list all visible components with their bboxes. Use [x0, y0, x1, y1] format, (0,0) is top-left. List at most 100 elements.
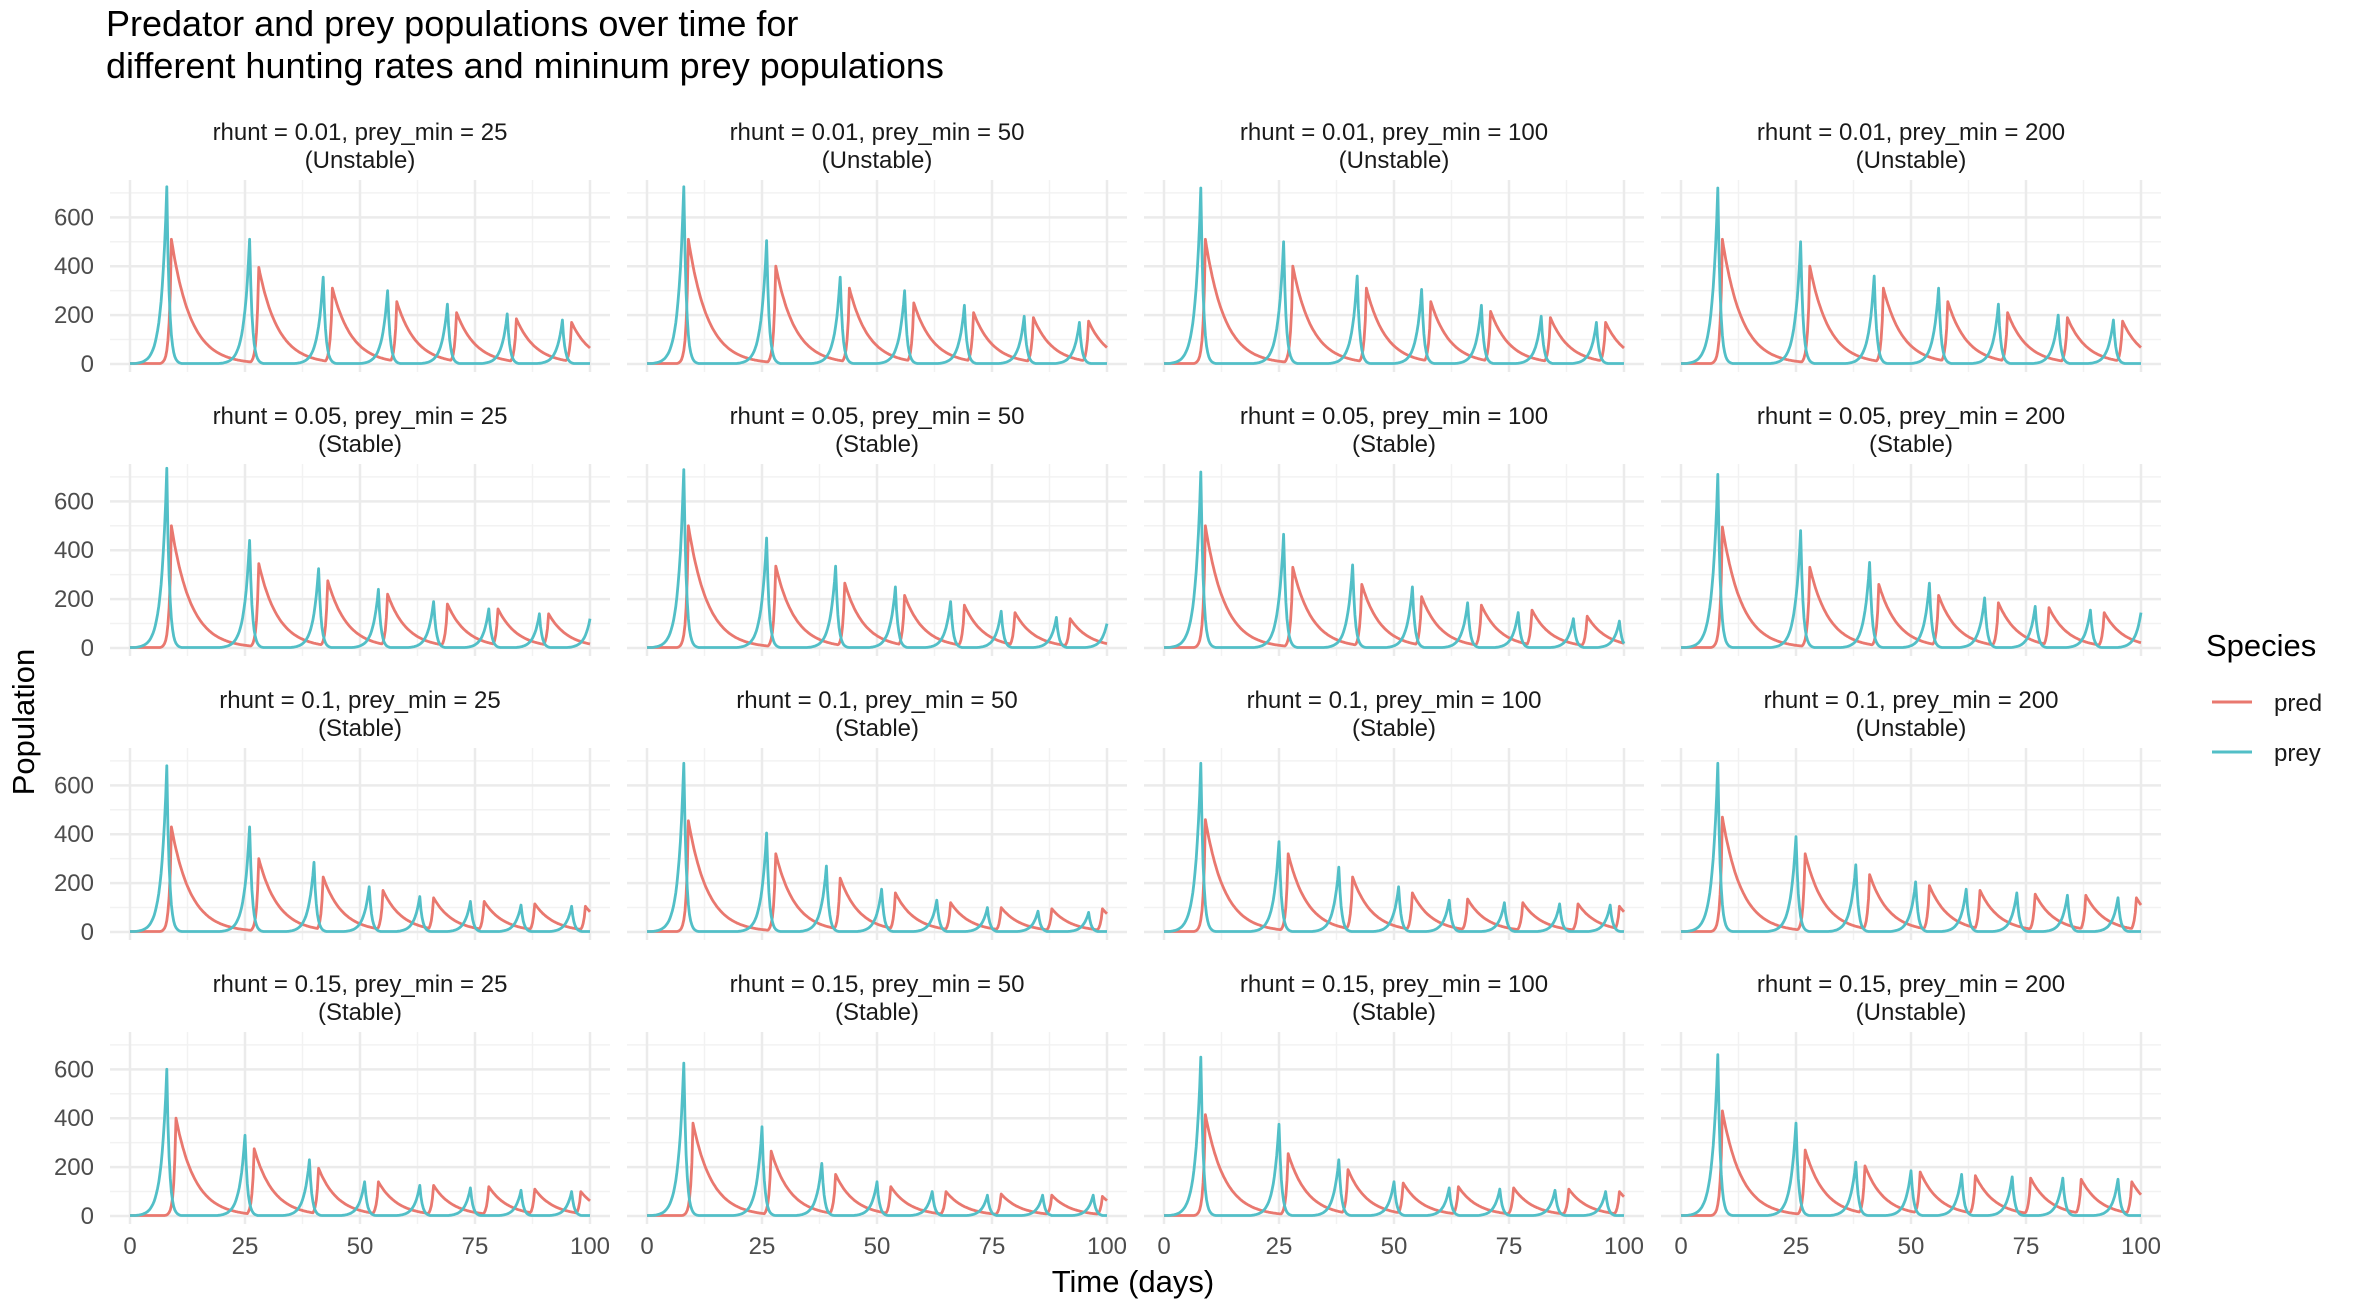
x-tick-label: 25 [1266, 1233, 1293, 1260]
pred-series-line [1163, 237, 1625, 365]
facet-strip-status: (Unstable) [1856, 715, 1967, 742]
prey-series-line [129, 466, 592, 649]
facet-strip-status: (Stable) [835, 715, 919, 742]
y-tick-label: 200 [54, 1154, 94, 1181]
chart-title-line-2: different hunting rates and mininum prey… [106, 45, 944, 86]
facet-panel: rhunt = 0.05, prey_min = 200(Stable) [1661, 403, 2161, 656]
facet-strip-label: rhunt = 0.05, prey_min = 25 [213, 403, 508, 430]
facet-strip-status: (Unstable) [1856, 147, 1967, 174]
y-tick-label: 0 [81, 351, 94, 378]
facet-strip-label: rhunt = 0.01, prey_min = 50 [730, 119, 1025, 146]
y-tick-label: 400 [54, 253, 94, 280]
facet-panel: rhunt = 0.1, prey_min = 100(Stable) [1144, 687, 1644, 940]
facet-panel: rhunt = 0.1, prey_min = 25(Stable) 0 200 40… [54, 687, 610, 946]
facet-strip-status: (Stable) [1352, 431, 1436, 458]
facet-strip-label: rhunt = 0.05, prey_min = 200 [1757, 403, 2065, 430]
facet-strip-label: rhunt = 0.1, prey_min = 25 [219, 687, 501, 714]
pred-series-line [129, 524, 591, 649]
y-tick-label: 600 [54, 772, 94, 799]
facet-panel: rhunt = 0.15, prey_min = 200(Unstable) 0 2… [1661, 971, 2161, 1260]
facet-panel: rhunt = 0.01, prey_min = 50(Unstable) [627, 119, 1127, 372]
prey-series-line [1163, 761, 1625, 933]
facet-panel: rhunt = 0.15, prey_min = 50(Stable) 0 25 50… [627, 971, 1127, 1260]
facet-panel: rhunt = 0.1, prey_min = 50(Stable) [627, 687, 1127, 940]
x-tick-label: 0 [1674, 1233, 1687, 1260]
pred-series-line [1163, 524, 1625, 649]
prey-series-line [129, 185, 591, 365]
facet-strip-label: rhunt = 0.1, prey_min = 50 [736, 687, 1018, 714]
facet-strip-label: rhunt = 0.01, prey_min = 100 [1240, 119, 1548, 146]
x-tick-label: 25 [749, 1233, 776, 1260]
facet-strip-status: (Stable) [1352, 715, 1436, 742]
facet-panel: rhunt = 0.05, prey_min = 50(Stable) [627, 403, 1127, 656]
y-tick-label: 200 [54, 302, 94, 329]
chart-title-line-1: Predator and prey populations over time … [106, 3, 798, 44]
prey-series-line [646, 761, 1108, 933]
x-tick-label: 75 [2013, 1233, 2040, 1260]
facet-panel: rhunt = 0.05, prey_min = 100(Stable) [1144, 403, 1644, 656]
facet-strip-label: rhunt = 0.15, prey_min = 100 [1240, 971, 1548, 998]
prey-series-line [646, 185, 1108, 365]
prey-series-line [1680, 1053, 2142, 1217]
legend-prey-label: prey [2274, 740, 2321, 767]
facet-grid: rhunt = 0.01, prey_min = 25(Unstable)020… [54, 119, 2161, 1260]
x-axis-title: Time (days) [1052, 1264, 1214, 1299]
x-tick-label: 50 [347, 1233, 374, 1260]
facet-strip-status: (Unstable) [305, 147, 416, 174]
x-tick-label: 100 [570, 1233, 610, 1260]
facet-strip-status: (Stable) [1869, 431, 1953, 458]
facet-strip-status: (Stable) [835, 431, 919, 458]
pred-series-line [646, 237, 1108, 365]
pred-series-line [646, 1121, 1108, 1217]
facet-panel: rhunt = 0.1, prey_min = 200(Unstable) [1661, 687, 2161, 940]
legend: Species pred prey [2206, 628, 2322, 767]
x-tick-label: 75 [979, 1233, 1006, 1260]
x-tick-label: 0 [123, 1233, 136, 1260]
y-tick-label: 0 [81, 635, 94, 662]
x-tick-label: 100 [1604, 1233, 1644, 1260]
prey-series-line [129, 764, 591, 933]
facet-panel: rhunt = 0.15, prey_min = 25(Stable) 0 200 4… [54, 971, 610, 1260]
facet-strip-label: rhunt = 0.05, prey_min = 100 [1240, 403, 1548, 430]
facet-strip-label: rhunt = 0.15, prey_min = 25 [213, 971, 508, 998]
facet-panel: rhunt = 0.05, prey_min = 25(Stable) 0 200 4… [54, 403, 610, 662]
x-tick-label: 25 [1783, 1233, 1810, 1260]
prey-series-line [1680, 761, 2142, 933]
facet-panel: rhunt = 0.01, prey_min = 200(Unstable) [1661, 119, 2161, 372]
facet-strip-status: (Unstable) [1856, 999, 1967, 1026]
x-tick-label: 75 [1496, 1233, 1523, 1260]
prey-series-line [1680, 473, 2143, 649]
facet-strip-status: (Unstable) [822, 147, 933, 174]
y-tick-label: 400 [54, 821, 94, 848]
x-tick-label: 100 [2121, 1233, 2161, 1260]
facet-strip-status: (Stable) [1352, 999, 1436, 1026]
prey-series-line [1163, 470, 1626, 649]
facet-strip-label: rhunt = 0.01, prey_min = 200 [1757, 119, 2065, 146]
y-tick-label: 600 [54, 204, 94, 231]
x-tick-label: 50 [864, 1233, 891, 1260]
prey-series-line [129, 1067, 591, 1217]
facet-strip-status: (Unstable) [1339, 147, 1450, 174]
facet-strip-label: rhunt = 0.1, prey_min = 100 [1247, 687, 1542, 714]
legend-pred-label: pred [2274, 690, 2322, 717]
y-tick-label: 0 [81, 919, 94, 946]
prey-series-line [1163, 186, 1625, 365]
facet-strip-label: rhunt = 0.01, prey_min = 25 [213, 119, 508, 146]
facet-strip-status: (Stable) [318, 431, 402, 458]
facet-strip-label: rhunt = 0.15, prey_min = 50 [730, 971, 1025, 998]
pred-series-line [1163, 818, 1626, 933]
facet-strip-label: rhunt = 0.15, prey_min = 200 [1757, 971, 2065, 998]
x-tick-label: 0 [640, 1233, 653, 1260]
x-tick-label: 50 [1898, 1233, 1925, 1260]
facet-panel: rhunt = 0.01, prey_min = 100(Unstable) [1144, 119, 1644, 372]
prey-series-line [646, 1061, 1108, 1217]
pred-series-line [129, 237, 591, 365]
facet-panel: rhunt = 0.01, prey_min = 25(Unstable) 0 20… [54, 119, 610, 378]
x-tick-label: 100 [1087, 1233, 1127, 1260]
facet-strip-label: rhunt = 0.05, prey_min = 50 [730, 403, 1025, 430]
prey-series-line [1680, 186, 2142, 365]
pred-series-line [646, 524, 1108, 649]
legend-title: Species [2206, 628, 2316, 663]
x-tick-label: 50 [1381, 1233, 1408, 1260]
